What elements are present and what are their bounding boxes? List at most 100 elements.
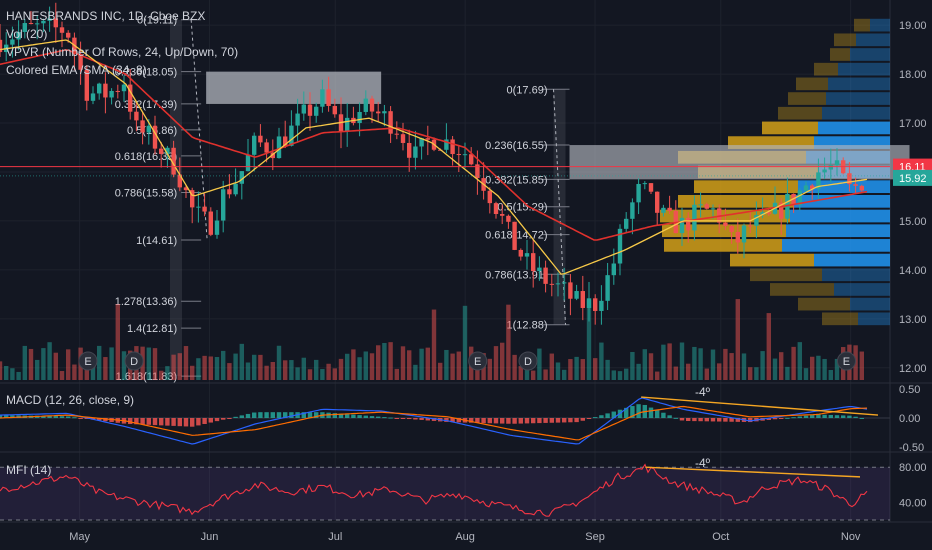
candle-body xyxy=(456,154,461,156)
candle-body xyxy=(134,111,139,121)
macd-histogram-bar xyxy=(202,418,207,424)
price-axis-tick: 17.00 xyxy=(899,118,927,130)
volume-bar xyxy=(593,358,598,380)
volume-bar xyxy=(673,366,678,380)
volume-profile-up-bar xyxy=(822,268,890,282)
volume-bar xyxy=(233,353,238,380)
fib-level-label: 0.786(15.58) xyxy=(115,188,177,200)
event-marker-label: E xyxy=(843,356,850,368)
fib-level-label: 0.786(13.91) xyxy=(485,269,547,281)
volume-bar xyxy=(729,353,734,380)
macd-histogram-bar xyxy=(59,416,65,418)
candle-body xyxy=(847,173,852,185)
candle-body xyxy=(165,147,170,154)
event-marker-circle[interactable] xyxy=(836,351,856,371)
candle-body xyxy=(599,300,604,311)
price-axis-tick: 12.00 xyxy=(899,363,927,375)
candle-body xyxy=(834,160,840,166)
candle-body xyxy=(407,142,412,158)
macd-histogram-bar xyxy=(10,415,15,418)
volume-profile-up-bar xyxy=(870,18,890,32)
volume-profile-down-bar xyxy=(770,283,834,296)
volume-bar xyxy=(822,358,827,380)
event-marker-circle[interactable] xyxy=(518,351,538,371)
macd-histogram-bar xyxy=(673,417,678,419)
volume-bar xyxy=(444,349,449,380)
event-marker-circle[interactable] xyxy=(468,351,488,371)
candle-body xyxy=(586,298,592,308)
volume-bar xyxy=(462,305,468,380)
volume-bar xyxy=(698,348,703,380)
macd-histogram-bar xyxy=(413,418,418,420)
volume-bar xyxy=(828,369,833,380)
volume-bar xyxy=(568,359,573,380)
macd-histogram-bar xyxy=(394,418,399,419)
macd-histogram-bar xyxy=(822,414,827,418)
vpvr-indicator-label[interactable]: VPVR (Number Of Rows, 24, Up/Down, 70) xyxy=(6,45,238,59)
volume-bar xyxy=(171,354,176,380)
macd-axis-tick: 0.50 xyxy=(899,384,920,396)
candle-body xyxy=(47,18,52,21)
event-marker-circle[interactable] xyxy=(124,351,144,371)
macd-histogram-bar xyxy=(549,418,554,423)
candle-body xyxy=(568,282,573,299)
sma-line xyxy=(0,48,868,241)
event-marker-circle[interactable] xyxy=(78,351,98,371)
candle-body xyxy=(816,172,821,189)
macd-histogram-bar xyxy=(283,412,288,418)
macd-histogram-bar xyxy=(772,418,778,420)
volume-bar xyxy=(66,349,71,380)
fib-level-label: 1.278(13.36) xyxy=(115,296,177,308)
volume-bar xyxy=(109,347,114,380)
macd-histogram-bar xyxy=(456,418,461,423)
volume-bars xyxy=(0,299,864,380)
macd-histogram-bar xyxy=(245,413,251,418)
macd-histogram-bar xyxy=(475,418,480,423)
volume-bar xyxy=(270,361,275,380)
candle-body xyxy=(208,211,213,235)
fibonacci-retracements[interactable]: 0(19.11)0.236(18.05)0.382(17.39)0.5(16.8… xyxy=(115,15,910,383)
candle-body xyxy=(159,148,164,154)
candle-body xyxy=(803,185,809,191)
candle-body xyxy=(233,183,238,195)
volume-bar xyxy=(456,351,461,380)
macd-histogram-bar xyxy=(314,412,319,418)
volume-bar xyxy=(301,357,306,380)
volume-bar xyxy=(661,344,666,380)
candle-body xyxy=(419,138,424,147)
mfi-axis-tick: 40.00 xyxy=(899,497,927,509)
volume-bar xyxy=(624,368,629,380)
volume-indicator-label[interactable]: Vol (20) xyxy=(6,27,47,41)
volume-bar xyxy=(90,364,96,380)
candle-body xyxy=(183,187,189,191)
macd-histogram-bar xyxy=(828,414,833,418)
macd-histogram-bar xyxy=(853,416,858,418)
symbol-title[interactable]: HANESBRANDS INC, 1D, Cboe BZX xyxy=(6,9,205,23)
fib-level-label: 1(12.88) xyxy=(507,320,548,332)
candle-body xyxy=(121,84,127,92)
candle-body xyxy=(729,226,734,232)
volume-bar xyxy=(493,346,499,380)
macd-histogram-bar xyxy=(611,411,616,418)
volume-bar xyxy=(103,357,108,380)
macd-histogram-bar xyxy=(797,416,802,418)
ema-indicator-label[interactable]: Colored EMA /SMA (34, 8) xyxy=(6,63,147,77)
volume-bar xyxy=(407,350,412,380)
macd-label[interactable]: MACD (12, 26, close, 9) xyxy=(6,393,134,407)
candle-body xyxy=(469,154,474,165)
macd-histogram-bar xyxy=(363,415,368,418)
macd-histogram-bar xyxy=(165,418,170,426)
macd-histogram-bar xyxy=(407,418,412,420)
candle-body xyxy=(450,139,455,155)
mfi-label[interactable]: MFI (14) xyxy=(6,463,51,477)
macd-histogram-bar xyxy=(524,418,530,424)
moving-averages xyxy=(0,39,868,275)
macd-histogram-bar xyxy=(227,418,232,419)
time-axis-tick: May xyxy=(69,531,90,543)
candle-body xyxy=(487,190,492,204)
price-axis-tick: 18.00 xyxy=(899,69,927,81)
volume-bar xyxy=(636,363,641,380)
